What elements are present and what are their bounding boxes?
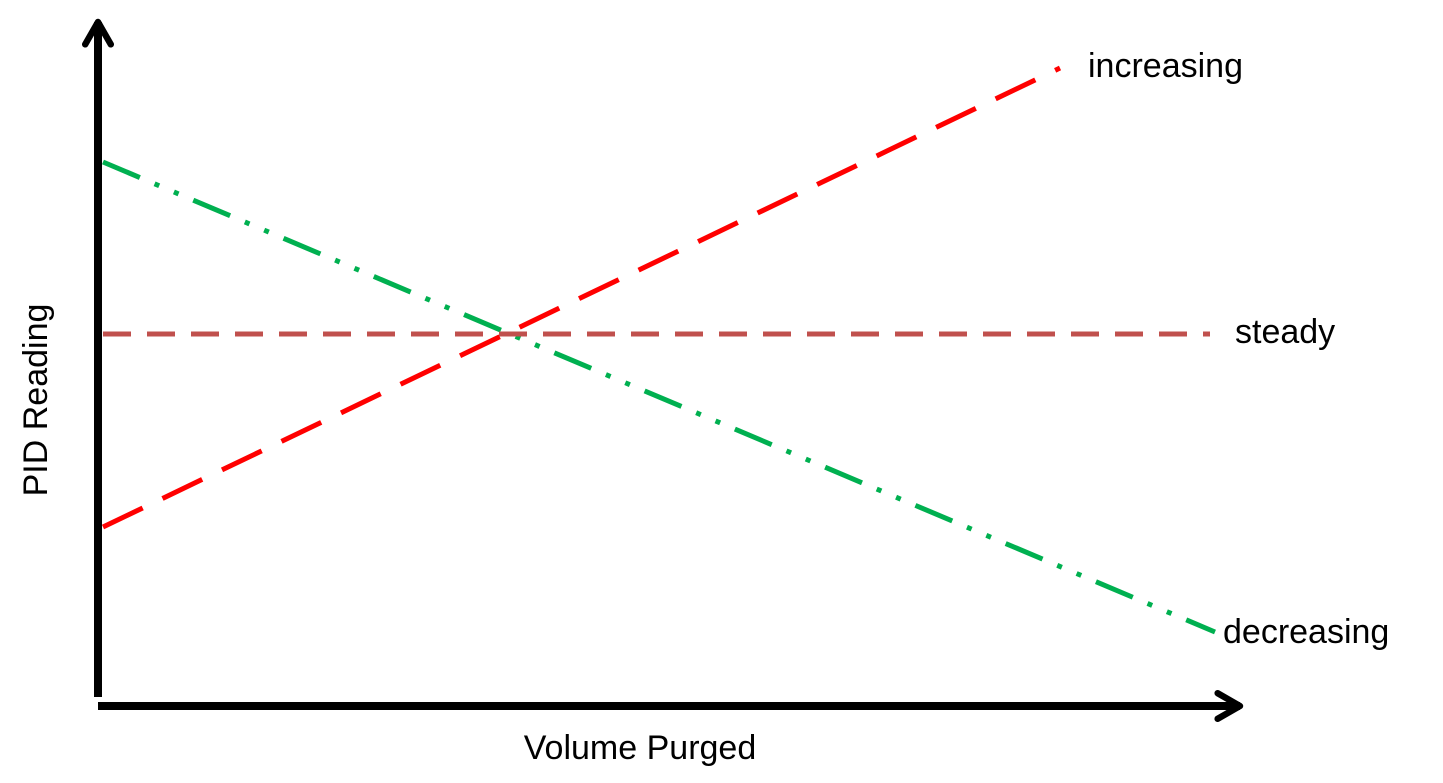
line-label: steady bbox=[1235, 313, 1335, 351]
line-label: increasing bbox=[1088, 47, 1243, 85]
line-label: decreasing bbox=[1223, 613, 1389, 651]
decreasing-line bbox=[103, 162, 1215, 632]
increasing-line bbox=[103, 68, 1060, 527]
y-axis-label: PID Reading bbox=[17, 304, 55, 497]
diagram: increasing steady decreasing PID Reading… bbox=[0, 0, 1443, 783]
x-axis-label: Volume Purged bbox=[524, 729, 757, 767]
